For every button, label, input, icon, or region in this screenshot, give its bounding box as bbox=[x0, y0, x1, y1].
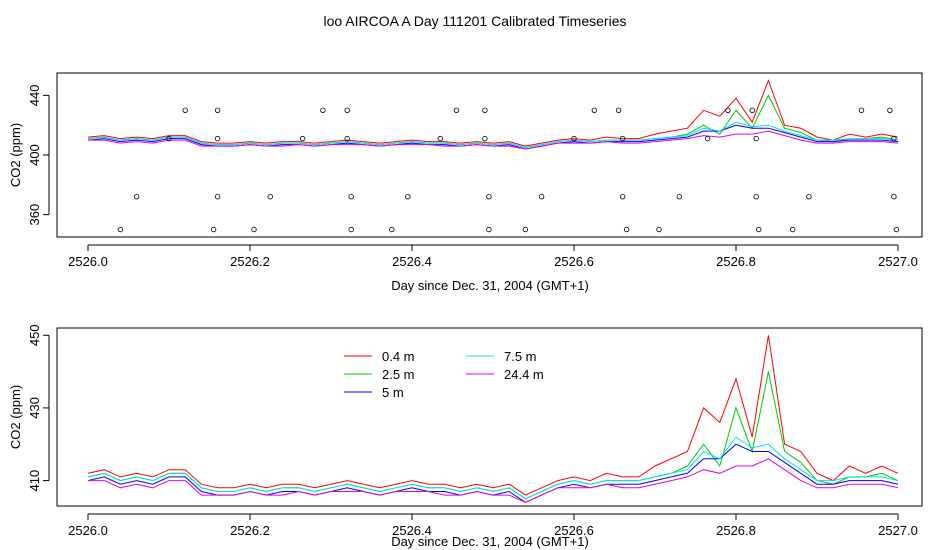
top-x-tick-label: 2526.4 bbox=[392, 254, 432, 269]
top-marker-point bbox=[893, 226, 900, 233]
top-marker-point bbox=[858, 107, 865, 113]
top-series-line-3 bbox=[87, 121, 899, 149]
top-y-tick-label: 440 bbox=[27, 85, 42, 107]
legend: 0.4 m 2.5 m 5 m 7.5 m 24.4 m bbox=[344, 349, 544, 400]
top-y-axis: 360 400 440 bbox=[27, 85, 50, 226]
bottom-y-tick-label: 450 bbox=[27, 324, 42, 346]
top-marker-point bbox=[453, 107, 460, 113]
top-marker-point bbox=[210, 226, 217, 233]
top-series-line-2 bbox=[87, 124, 899, 150]
bottom-series-line-2 bbox=[87, 443, 899, 503]
top-marker-point bbox=[725, 107, 731, 113]
top-marker-point bbox=[619, 135, 626, 142]
top-x-tick-label: 2526.2 bbox=[230, 254, 270, 269]
bottom-series-line-0 bbox=[87, 335, 899, 496]
top-marker-point bbox=[656, 226, 662, 233]
top-marker-point bbox=[790, 226, 796, 233]
top-marker-point bbox=[299, 135, 306, 142]
top-marker-point bbox=[214, 135, 221, 142]
legend-label: 24.4 m bbox=[504, 367, 544, 382]
top-series-line-0 bbox=[87, 79, 899, 147]
top-marker-point bbox=[591, 107, 597, 113]
top-marker-point bbox=[437, 135, 443, 142]
top-marker-point bbox=[615, 107, 622, 113]
top-marker-point bbox=[182, 107, 188, 113]
top-marker-point bbox=[344, 135, 350, 142]
bottom-x-tick-label: 2526.8 bbox=[716, 523, 756, 538]
top-marker-point bbox=[320, 107, 326, 113]
top-marker-point bbox=[891, 193, 897, 200]
legend-label: 0.4 m bbox=[382, 349, 415, 364]
bottom-y-tick-label: 430 bbox=[27, 397, 42, 419]
top-marker-point bbox=[619, 193, 626, 200]
top-marker-point bbox=[389, 226, 395, 233]
bottom-x-tick-label: 2526.4 bbox=[392, 523, 432, 538]
top-x-tick-label: 2526.0 bbox=[68, 254, 108, 269]
top-marker-point bbox=[214, 193, 221, 200]
bottom-x-tick-label: 2526.2 bbox=[230, 523, 270, 538]
top-marker-point bbox=[676, 193, 682, 200]
bottom-series-line-4 bbox=[88, 458, 899, 503]
top-marker-point bbox=[538, 193, 545, 200]
top-y-axis-label: CO2 (ppm) bbox=[8, 123, 23, 187]
top-series-group bbox=[87, 79, 899, 150]
top-marker-point bbox=[486, 193, 492, 200]
top-y-tick-label: 400 bbox=[27, 144, 42, 166]
bottom-x-tick-label: 2527.0 bbox=[878, 523, 918, 538]
top-marker-point bbox=[891, 135, 897, 142]
bottom-y-axis: 410 430 450 bbox=[27, 324, 50, 492]
top-x-tick-label: 2527.0 bbox=[878, 254, 918, 269]
top-x-tick-label: 2526.6 bbox=[554, 254, 594, 269]
legend-label: 7.5 m bbox=[504, 349, 537, 364]
top-marker-point bbox=[166, 135, 172, 142]
top-marker-point bbox=[348, 193, 354, 200]
top-marker-point bbox=[267, 193, 273, 200]
bottom-y-tick-label: 410 bbox=[27, 470, 42, 492]
top-series-line-4 bbox=[88, 130, 899, 150]
top-marker-point bbox=[806, 193, 812, 200]
bottom-series-line-3 bbox=[87, 436, 899, 500]
figure-title: loo AIRCOA A Day 111201 Calibrated Times… bbox=[324, 13, 627, 29]
top-marker-point bbox=[753, 135, 759, 142]
top-marker-point bbox=[704, 135, 711, 142]
bottom-series-group bbox=[87, 335, 899, 503]
top-x-axis-label: Day since Dec. 31, 2004 (GMT+1) bbox=[391, 278, 589, 293]
top-marker-point bbox=[756, 226, 762, 233]
top-y-tick-label: 360 bbox=[27, 204, 42, 226]
top-marker-point bbox=[522, 226, 529, 233]
top-marker-point bbox=[753, 193, 759, 200]
legend-label: 2.5 m bbox=[382, 367, 415, 382]
legend-label: 5 m bbox=[382, 385, 404, 400]
top-marker-point bbox=[214, 107, 221, 113]
bottom-y-axis-label: CO2 (ppm) bbox=[8, 385, 23, 449]
top-marker-point bbox=[486, 226, 492, 233]
bottom-x-axis-label: Day since Dec. 31, 2004 (GMT+1) bbox=[391, 534, 589, 549]
top-marker-point bbox=[348, 226, 354, 233]
top-marker-point bbox=[749, 107, 755, 113]
bottom-plot-frame bbox=[56, 327, 923, 507]
top-marker-point bbox=[482, 135, 488, 142]
top-marker-point bbox=[571, 135, 577, 142]
top-x-tick-label: 2526.8 bbox=[716, 254, 756, 269]
top-marker-point bbox=[251, 226, 257, 233]
top-marker-point bbox=[133, 193, 140, 200]
chart-top: 2526.0 2526.2 2526.4 2526.6 2526.8 2527.0 360… bbox=[8, 72, 923, 293]
bottom-x-tick-label: 2526.0 bbox=[68, 523, 108, 538]
top-marker-point bbox=[405, 193, 411, 200]
top-plot-frame bbox=[56, 72, 923, 238]
top-marker-point bbox=[117, 226, 124, 233]
top-marker-point bbox=[344, 107, 350, 113]
top-marker-point bbox=[887, 107, 893, 113]
top-x-axis: 2526.0 2526.2 2526.4 2526.6 2526.8 2527.0 bbox=[68, 244, 918, 269]
bottom-x-tick-label: 2526.6 bbox=[554, 523, 594, 538]
bottom-x-axis: 2526.0 2526.2 2526.4 2526.6 2526.8 2527.0 bbox=[68, 513, 918, 538]
top-marker-point bbox=[482, 107, 488, 113]
top-markers-group bbox=[117, 107, 900, 233]
top-marker-point bbox=[623, 226, 630, 233]
chart-bottom: 2526.0 2526.2 2526.4 2526.6 2526.8 2527.0 410… bbox=[8, 324, 923, 549]
